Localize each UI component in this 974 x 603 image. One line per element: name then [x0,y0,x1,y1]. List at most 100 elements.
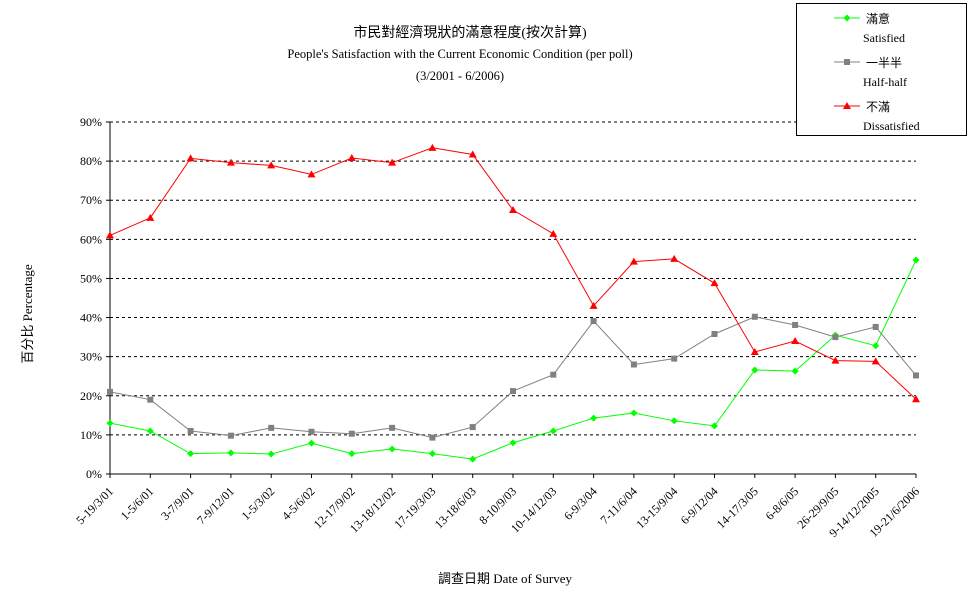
data-point-half-half [671,355,678,362]
x-tick-label: 17-19/3/03 [391,484,438,531]
y-tick-label: 90% [80,115,102,129]
data-point-satisfied [469,455,477,463]
series-line-satisfied [109,259,917,460]
data-point-satisfied [549,427,557,435]
x-tick-labels: 5-19/3/01 1-5/6/01 3-7/9/017-9/12/01 1-5/3/… [73,484,922,540]
legend-label-en-half-half: Half-half [863,75,907,89]
series-group [106,143,920,463]
data-point-satisfied [791,367,799,375]
legend-item-half-half: 一半半 Half-half [834,56,907,89]
data-point-dissatisfied [589,301,598,309]
y-tick-labels: 0% 10% 20% 30% 40% 50% 60% 70% 80% 90% [80,115,102,481]
data-point-dissatisfied [549,229,558,237]
data-point-satisfied [267,450,275,458]
data-point-satisfied [388,445,396,453]
x-tick-label: 14-17/3/05 [714,484,761,531]
data-point-dissatisfied [871,357,880,365]
series-dissatisfied [106,143,920,403]
data-point-half-half [308,428,315,435]
legend-label-zh-satisfied: 滿意 [866,11,890,26]
legend-marker-half-half [844,59,850,65]
x-tick-label: 13-18/6/03 [432,484,479,531]
x-tick-label: 3-7/9/01 [158,484,197,523]
x-tick-label: 1-5/3/02 [239,484,278,523]
series-half-half [107,313,919,441]
legend-label-en-dissatisfied: Dissatisfied [863,119,920,133]
data-point-dissatisfied [388,158,397,166]
data-point-half-half [510,388,516,395]
x-tick-label: 7-9/12/01 [194,484,237,527]
data-point-half-half [107,388,113,395]
legend-label-zh-half-half: 一半半 [866,56,902,70]
data-point-satisfied [590,414,598,422]
legend-label-en-satisfied: Satisfied [863,31,905,45]
y-tick-label: 70% [80,193,102,207]
chart-title: 市民對經濟現狀的滿意程度(按次計算) [353,24,587,41]
chart-period: (3/2001 - 6/2006) [416,69,504,83]
data-point-half-half [147,396,154,403]
data-point-half-half [630,361,637,368]
x-tick-label: 4-5/6/02 [279,484,318,523]
data-point-half-half [792,321,799,328]
y-tick-label: 80% [80,154,102,168]
data-point-half-half [389,424,396,431]
x-tick-label: 1-5/6/01 [118,484,157,523]
data-point-satisfied [227,449,235,457]
x-tick-label: 6-8/6/05 [763,484,802,523]
gridlines [110,121,916,436]
data-point-dissatisfied [428,143,437,151]
data-point-satisfied [308,439,315,447]
data-point-half-half [469,424,476,431]
data-point-satisfied [670,417,678,425]
chart-subtitle: People's Satisfaction with the Current E… [287,47,632,61]
x-tick-label: 5-19/3/01 [73,484,116,527]
x-tick-label: 6-9/3/04 [561,484,600,523]
data-point-dissatisfied [106,231,114,239]
legend-item-dissatisfied: 不滿 Dissatisfied [834,100,920,133]
data-point-satisfied [751,366,759,374]
data-point-satisfied [711,422,718,430]
data-point-dissatisfied [347,153,356,161]
data-point-dissatisfied [670,254,679,262]
axes [106,121,917,478]
y-tick-label: 60% [80,232,102,246]
data-point-half-half [832,334,839,341]
data-point-dissatisfied [146,213,155,221]
data-point-dissatisfied [629,257,638,265]
data-point-half-half [227,432,234,439]
data-point-satisfied [348,450,356,458]
data-point-half-half [268,424,275,431]
data-point-satisfied [630,409,638,417]
legend-marker-satisfied [843,14,851,22]
data-point-satisfied [872,342,880,350]
data-point-half-half [590,318,597,325]
data-point-half-half [711,330,718,337]
data-point-satisfied [106,419,114,427]
y-tick-label: 30% [80,350,102,364]
data-point-dissatisfied [710,279,719,287]
data-point-dissatisfied [226,158,235,166]
series-line-dissatisfied [109,147,917,400]
y-tick-label: 20% [80,389,102,403]
data-point-half-half [913,372,919,379]
data-point-half-half [550,371,557,378]
data-point-dissatisfied [791,337,800,345]
legend-marker-dissatisfied [843,102,851,109]
data-point-dissatisfied [186,154,195,162]
data-point-half-half [187,427,194,434]
legend-label-zh-dissatisfied: 不滿 [866,100,890,114]
x-axis-label: 調查日期 Date of Survey [438,571,572,586]
data-point-satisfied [187,450,195,458]
data-point-satisfied [509,439,517,447]
data-point-dissatisfied [468,150,477,158]
y-tick-label: 50% [80,271,102,285]
y-tick-label: 40% [80,311,102,325]
data-point-dissatisfied [509,206,517,213]
data-point-dissatisfied [750,347,759,355]
x-tick-label: 13-15/9/04 [633,484,680,531]
data-point-half-half [429,434,436,441]
series-satisfied [106,256,920,463]
data-point-half-half [751,313,758,320]
